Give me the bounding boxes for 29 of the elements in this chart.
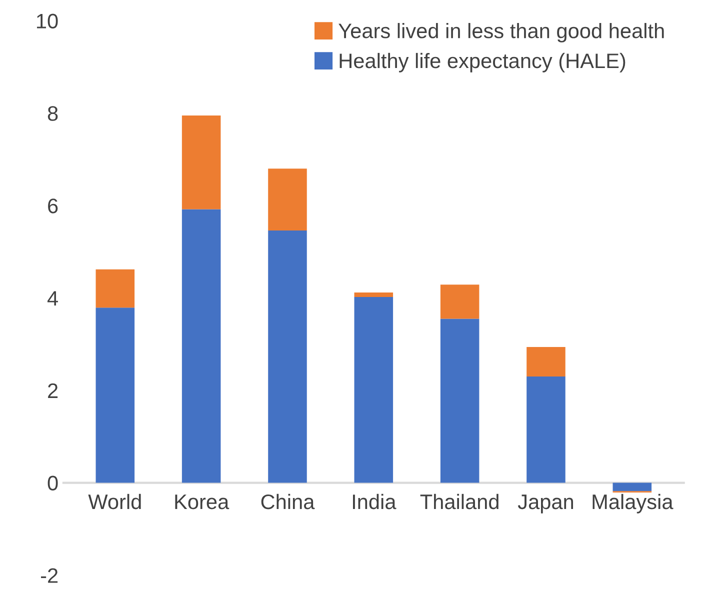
bar bbox=[612, 482, 652, 492]
bar bbox=[96, 269, 135, 308]
x-tick-label: Japan bbox=[518, 494, 574, 514]
x-tick-label: World bbox=[88, 494, 141, 510]
y-tick-label: 4 bbox=[47, 291, 58, 306]
bar bbox=[354, 297, 394, 483]
bar bbox=[354, 292, 394, 298]
y-tick-label: 10 bbox=[37, 14, 58, 29]
bar bbox=[526, 346, 566, 377]
bar bbox=[440, 284, 480, 319]
y-tick-label: -2 bbox=[40, 568, 58, 583]
bar bbox=[182, 115, 221, 210]
bar bbox=[268, 168, 307, 231]
bar bbox=[526, 376, 566, 483]
legend-label: Years lived in less than good health bbox=[338, 22, 664, 42]
x-tick-label: Malaysia bbox=[592, 494, 674, 514]
legend-label: Healthy life expectancy (HALE) bbox=[340, 52, 626, 72]
x-tick-label: Korea bbox=[175, 494, 230, 510]
bar bbox=[96, 308, 135, 483]
y-tick-label: 8 bbox=[48, 106, 58, 121]
x-tick-label: India bbox=[352, 494, 396, 510]
y-tick-label: 6 bbox=[48, 198, 58, 214]
y-tick-label: 2 bbox=[48, 383, 58, 398]
x-tick-label: Thailand bbox=[420, 494, 498, 510]
x-tick-label: China bbox=[261, 494, 315, 510]
bar bbox=[268, 230, 307, 483]
bar bbox=[182, 209, 221, 483]
bar bbox=[440, 318, 480, 483]
y-tick-label: 0 bbox=[48, 476, 58, 491]
